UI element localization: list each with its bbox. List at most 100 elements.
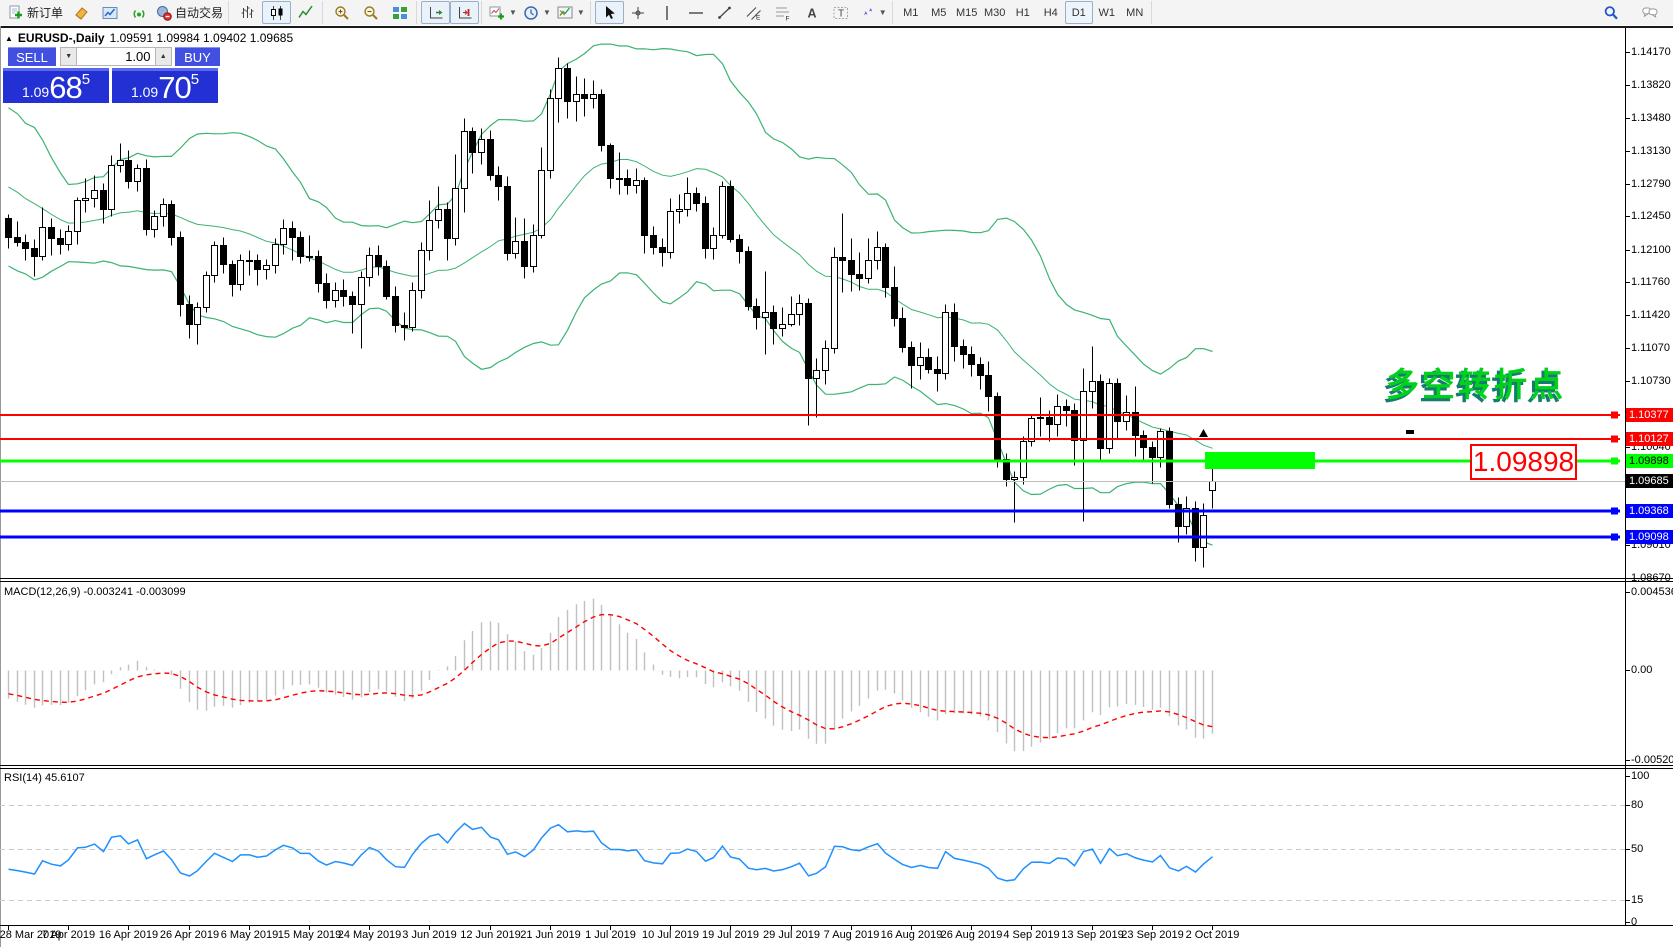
price-tick-label: 1.11420 bbox=[1631, 309, 1670, 321]
zoom-out-button[interactable] bbox=[356, 1, 385, 24]
date-label: 26 Aug 2019 bbox=[940, 929, 1003, 941]
chat-button[interactable] bbox=[1635, 1, 1664, 24]
macd-axis-label: 0.00 bbox=[1631, 664, 1653, 676]
date-label: 19 Jul 2019 bbox=[702, 929, 759, 941]
timeframe-h1[interactable]: H1 bbox=[1009, 1, 1037, 24]
candlestick-chart-button[interactable] bbox=[262, 1, 292, 24]
rsi-axis-label: 80 bbox=[1631, 799, 1644, 811]
timeframe-m30[interactable]: M30 bbox=[981, 1, 1009, 24]
buy-price-panel[interactable]: 1.09 70 5 bbox=[112, 68, 218, 103]
price-level-text-box[interactable]: 1.09898 bbox=[1470, 444, 1577, 480]
text-label-icon: T bbox=[833, 6, 849, 19]
rsi-line bbox=[8, 822, 1213, 882]
up-arrow-mark[interactable] bbox=[1199, 429, 1208, 437]
horizontal-line-button[interactable] bbox=[682, 1, 711, 24]
equidistant-channel-button[interactable]: E bbox=[740, 1, 769, 24]
macd-histogram bbox=[7, 598, 1214, 752]
new-order-icon bbox=[9, 5, 22, 18]
date-label: 1 Jul 2019 bbox=[585, 929, 636, 941]
svg-text:A: A bbox=[808, 6, 817, 20]
signals-button[interactable] bbox=[124, 1, 153, 24]
timeframe-h4[interactable]: H4 bbox=[1037, 1, 1065, 24]
auto-scroll-icon bbox=[429, 6, 443, 18]
chart-ohlc-readout: 1.09591 1.09984 1.09402 1.09685 bbox=[109, 31, 294, 45]
timeframe-d1[interactable]: D1 bbox=[1064, 1, 1093, 24]
timeframe-w1[interactable]: W1 bbox=[1093, 1, 1121, 24]
line-chart-button[interactable] bbox=[291, 1, 320, 24]
button-label: M5 bbox=[931, 6, 947, 19]
cursor-button[interactable] bbox=[594, 1, 624, 24]
templates-menu-button[interactable]: ▼ bbox=[554, 1, 588, 24]
bar-chart-icon bbox=[241, 5, 254, 18]
text-label-button[interactable]: T bbox=[827, 1, 856, 24]
price-tick-label: 1.12100 bbox=[1631, 244, 1671, 256]
volume-decrease-button[interactable]: ▼ bbox=[60, 47, 78, 66]
chat-icon bbox=[1641, 7, 1657, 18]
level-line-handle[interactable] bbox=[1611, 457, 1618, 465]
toolbar-group-timeframes: M1 M5 M15 M30 H1 H4 D1 W1 MN bbox=[895, 1, 1152, 24]
button-label: H4 bbox=[1043, 6, 1058, 19]
svg-text:E: E bbox=[756, 14, 761, 21]
button-label: M1 bbox=[903, 6, 919, 19]
date-label: 2 Oct 2019 bbox=[1185, 929, 1240, 941]
level-line-handle[interactable] bbox=[1611, 533, 1618, 541]
market-watch-button[interactable] bbox=[95, 1, 124, 24]
search-button[interactable] bbox=[1596, 1, 1625, 24]
chart-window-left-border bbox=[0, 26, 1, 947]
new-order-button[interactable]: 新订单 bbox=[5, 1, 66, 24]
price-tick-label: 1.13480 bbox=[1631, 112, 1671, 124]
main-toolbar: 新订单 自动交易 ▼ ▼ ▼ E F A T ▼ M1 M5 M15 M30 H1 H4 D1 W1 MN bbox=[0, 0, 1673, 25]
toolbar-right-icons bbox=[1596, 1, 1670, 24]
trendline-button[interactable] bbox=[711, 1, 740, 24]
price-badge: 1.09685 bbox=[1626, 474, 1673, 488]
candle-chart-icon bbox=[270, 5, 283, 20]
zoom-in-button[interactable] bbox=[327, 1, 356, 24]
chart-symbol-title: EURUSD-,Daily bbox=[17, 31, 105, 45]
bar-chart-button[interactable] bbox=[233, 1, 262, 24]
auto-trading-icon bbox=[157, 5, 172, 21]
sell-price-big: 68 bbox=[49, 70, 82, 105]
sell-button[interactable]: SELL bbox=[8, 47, 57, 66]
volume-increase-button[interactable]: ▲ bbox=[154, 47, 172, 66]
vertical-line-button[interactable] bbox=[653, 1, 682, 24]
chevron-down-icon: ▼ bbox=[576, 8, 585, 17]
price-tick-label: 1.11070 bbox=[1631, 342, 1670, 354]
highlight-zone-rect[interactable] bbox=[1205, 452, 1315, 469]
dash-mark[interactable] bbox=[1406, 430, 1414, 434]
macd-axis-label: -0.005205 bbox=[1631, 754, 1673, 766]
chevron-down-icon: ▼ bbox=[509, 8, 517, 17]
auto-trading-button[interactable]: 自动交易 bbox=[153, 1, 226, 24]
buy-price-small: 1.09 bbox=[130, 84, 159, 100]
crosshair-icon bbox=[632, 6, 645, 19]
indicators-menu-button[interactable]: ▼ bbox=[486, 1, 520, 24]
text-button[interactable]: A bbox=[798, 1, 827, 24]
timeframe-m15[interactable]: M15 bbox=[953, 1, 981, 24]
button-label: H1 bbox=[1015, 6, 1030, 19]
fibonacci-button[interactable]: F bbox=[769, 1, 798, 24]
sell-price-panel[interactable]: 1.09 68 5 bbox=[3, 68, 109, 103]
search-icon bbox=[1604, 5, 1618, 20]
timeframe-m1[interactable]: M1 bbox=[897, 1, 925, 24]
price-badge: 1.09098 bbox=[1626, 530, 1673, 544]
periods-menu-button[interactable]: ▼ bbox=[520, 1, 554, 24]
level-line-handle[interactable] bbox=[1611, 411, 1618, 419]
volume-input[interactable]: 1.00 bbox=[77, 47, 155, 66]
tile-windows-button[interactable] bbox=[385, 1, 414, 24]
level-line-handle[interactable] bbox=[1611, 507, 1618, 515]
auto-scroll-button[interactable] bbox=[421, 1, 451, 24]
timeframe-m5[interactable]: M5 bbox=[925, 1, 953, 24]
chart-shift-button[interactable] bbox=[450, 1, 480, 24]
eraser-button[interactable] bbox=[66, 1, 95, 24]
bollinger-middle-band bbox=[8, 158, 1213, 449]
axis-tick-marks bbox=[8, 52, 1630, 930]
crosshair-button[interactable] bbox=[624, 1, 653, 24]
buy-button[interactable]: BUY bbox=[174, 47, 220, 66]
sell-price-sup: 5 bbox=[81, 71, 91, 88]
trendline-icon bbox=[718, 6, 732, 19]
arrows-button[interactable]: ▼ bbox=[856, 1, 890, 24]
turning-point-annotation[interactable]: 多空转折点 bbox=[1386, 366, 1566, 403]
level-line-handle[interactable] bbox=[1611, 435, 1618, 443]
collapse-panel-icon[interactable]: ▲ bbox=[5, 33, 13, 43]
timeframe-mn[interactable]: MN bbox=[1121, 1, 1149, 24]
